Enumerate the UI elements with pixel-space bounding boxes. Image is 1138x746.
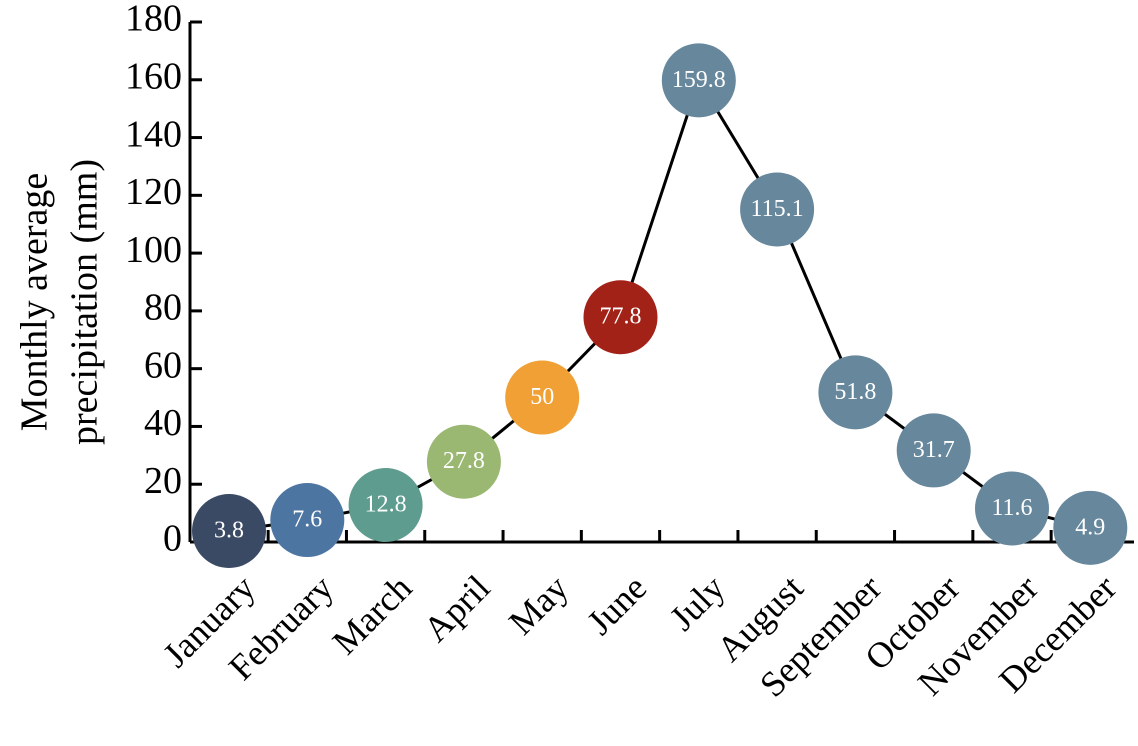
data-point-july: 159.8 [661, 43, 736, 118]
data-label: 11.6 [991, 495, 1032, 521]
y-tick-label: 180 [125, 0, 182, 40]
data-point-marker [348, 468, 423, 543]
y-axis-ticks: 0 20 40 60 80 100 120 140 160 180 [125, 0, 202, 560]
data-label: 77.8 [600, 304, 642, 330]
data-point-marker [975, 471, 1049, 546]
data-point-june: 77.8 [583, 280, 658, 355]
data-point-october: 31.7 [896, 413, 971, 488]
data-label: 7.6 [292, 507, 322, 533]
data-point-november: 11.6 [975, 471, 1049, 546]
data-point-march: 12.8 [348, 468, 423, 543]
data-label: 12.8 [365, 492, 407, 518]
y-tick-label: 120 [125, 171, 182, 213]
y-axis-label: Monthly average precipitation (mm) [14, 159, 106, 445]
data-point-marker [583, 280, 658, 355]
data-point-september: 51.8 [818, 355, 893, 430]
y-axis-label-line: Monthly average [14, 173, 56, 432]
data-label: 3.8 [214, 518, 244, 544]
data-label: 4.9 [1075, 514, 1105, 540]
data-point-marker [740, 172, 815, 247]
data-point-marker [1053, 490, 1128, 565]
data-point-december: 4.9 [1053, 490, 1128, 565]
data-point-marker [426, 424, 501, 499]
y-tick-label: 0 [163, 518, 182, 560]
y-tick-label: 100 [125, 229, 182, 271]
data-label: 50 [530, 384, 554, 410]
data-point-marker [270, 483, 345, 558]
y-tick-label: 80 [144, 287, 182, 329]
data-point-marker [192, 494, 266, 569]
data-label: 159.8 [672, 67, 726, 93]
x-tick-label: April [416, 567, 498, 649]
data-point-marker [505, 360, 580, 435]
y-tick-label: 20 [144, 460, 182, 502]
data-point-marker [818, 355, 893, 430]
data-point-january: 3.8 [192, 494, 266, 569]
data-point-marker [896, 413, 971, 488]
y-tick-label: 140 [125, 113, 182, 155]
x-tick-label: May [501, 567, 576, 642]
data-label: 51.8 [834, 379, 876, 405]
data-point-august: 115.1 [740, 172, 815, 247]
data-point-marker [661, 43, 736, 118]
data-points: 3.8 7.6 12.8 27.8 50 77.8 159.8 115.1 51.8 31.7 11… [192, 43, 1128, 569]
y-tick-label: 40 [144, 402, 182, 444]
data-point-may: 50 [505, 360, 580, 435]
y-tick-label: 160 [125, 55, 182, 97]
data-label: 31.7 [913, 437, 955, 463]
y-axis-label-line: precipitation (mm) [64, 159, 106, 445]
data-label: 115.1 [751, 196, 804, 222]
data-label: 27.8 [443, 448, 485, 474]
data-point-february: 7.6 [270, 483, 345, 558]
y-tick-label: 60 [144, 344, 182, 386]
x-tick-label: June [579, 567, 654, 642]
data-point-april: 27.8 [426, 424, 501, 499]
x-tick-label: March [325, 567, 420, 662]
axes [188, 22, 1134, 544]
